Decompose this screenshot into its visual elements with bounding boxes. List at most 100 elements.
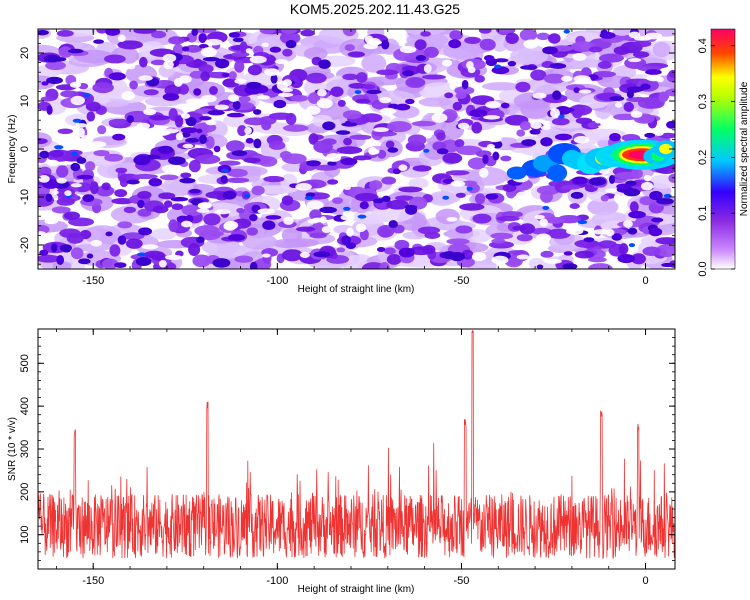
heatmap-cell: [221, 72, 230, 78]
heatmap-cell: [422, 244, 436, 255]
heatmap-cell: [379, 262, 390, 269]
heatmap-cell: [342, 29, 357, 37]
heatmap-cell: [645, 74, 662, 82]
heatmap-cell: [139, 56, 148, 68]
heatmap-cell: [163, 60, 174, 70]
heatmap-cell: [392, 168, 401, 175]
heatmap-cell: [149, 115, 171, 121]
heatmap-cell: [668, 69, 675, 78]
heatmap-cell: [270, 74, 278, 84]
heatmap-cell: [58, 46, 73, 58]
heatmap-cell: [261, 120, 272, 131]
heatmap-cell: [485, 101, 501, 109]
heatmap-cell: [198, 43, 209, 49]
heatmap-cell: [542, 205, 550, 210]
heatmap-cell: [381, 176, 397, 185]
heatmap-cell: [321, 138, 337, 146]
heatmap-cell: [510, 48, 537, 64]
heatmap-cell: [273, 99, 287, 109]
heatmap-cell: [177, 83, 189, 95]
heatmap-cell: [101, 258, 119, 269]
heatmap-cell: [105, 29, 121, 36]
heatmap-cell: [194, 154, 221, 165]
heatmap-cell: [253, 138, 262, 149]
heatmap-cell: [502, 183, 517, 192]
heatmap-cell: [626, 89, 634, 99]
heatmap-cell: [423, 46, 439, 58]
heatmap-cell: [282, 124, 309, 132]
heatmap-cell: [192, 254, 211, 268]
heatmap-cell: [395, 103, 411, 111]
heatmap-cell: [613, 263, 624, 268]
colorbar-ramp: [711, 29, 735, 269]
heatmap-cell: [398, 247, 415, 258]
heatmap-cell: [639, 196, 655, 206]
heatmap-cell: [528, 241, 540, 250]
heatmap-cell: [327, 161, 337, 166]
heatmap-cell: [421, 74, 446, 80]
heatmap-cell: [648, 227, 663, 237]
heatmap-cell: [546, 228, 572, 239]
heatmap-cell: [482, 154, 489, 165]
heatmap-cell: [405, 98, 415, 105]
heatmap-cell: [342, 110, 362, 120]
heatmap-cell: [243, 157, 261, 164]
heatmap-cell: [549, 62, 567, 69]
chart-title: KOM5.2025.202.11.43.G25: [289, 1, 461, 17]
heatmap-cell: [623, 101, 634, 112]
heatmap-cell: [281, 153, 307, 165]
heatmap-cell: [388, 220, 398, 229]
heatmap-cell: [466, 186, 473, 191]
heatmap-cell: [475, 150, 492, 158]
heatmap-cell: [209, 86, 218, 95]
heatmap-cell: [561, 75, 573, 82]
heatmap-cell: [348, 82, 367, 89]
heatmap-cell: [398, 186, 423, 193]
heatmap-cell: [398, 164, 408, 171]
heatmap-cell: [68, 217, 95, 227]
heatmap-cell: [261, 42, 270, 48]
heatmap-cell: [666, 120, 675, 129]
heatmap-cell: [70, 151, 78, 156]
heatmap-cell: [193, 58, 203, 68]
heatmap-cell: [303, 47, 328, 60]
heatmap-cell: [180, 127, 198, 134]
heatmap-cell: [632, 51, 650, 58]
heatmap-cell: [587, 263, 613, 269]
heatmap-cell: [531, 227, 552, 235]
heatmap-cell: [490, 232, 514, 240]
heatmap-cell: [92, 82, 114, 94]
heatmap-cell: [75, 123, 88, 128]
heatmap-cell: [519, 29, 538, 41]
heatmap-cell: [407, 134, 427, 146]
heatmap-cell: [627, 57, 642, 63]
heatmap-cell: [246, 227, 258, 236]
heatmap-cell: [152, 205, 169, 214]
heatmap-cell: [205, 119, 217, 126]
colorbar-tick-label: 0.2: [697, 150, 709, 165]
heatmap-cell: [188, 159, 201, 173]
heatmap-cell: [141, 244, 159, 250]
heatmap-y-axis-label: Frequency (Hz): [7, 115, 18, 184]
heatmap-cell: [536, 32, 550, 41]
heatmap-cell: [228, 32, 240, 38]
heatmap-cell: [249, 55, 267, 64]
heatmap-cell: [108, 72, 126, 81]
heatmap-cell: [452, 101, 463, 111]
heatmap-cell: [227, 168, 248, 178]
heatmap-cell: [114, 189, 128, 198]
colorbar-tick-label: 0.0: [697, 261, 709, 276]
heatmap-cell: [97, 125, 107, 135]
heatmap-cell: [644, 132, 656, 138]
heatmap-cell: [523, 39, 539, 49]
heatmap-cell: [117, 221, 133, 229]
heatmap-cell: [234, 78, 247, 84]
heatmap-cell: [77, 127, 85, 138]
heatmap-cell: [109, 244, 121, 257]
heatmap-cell: [414, 39, 427, 51]
heatmap-cell: [500, 155, 512, 162]
heatmap-cell: [70, 247, 84, 260]
heatmap-cell: [626, 86, 644, 93]
colorbar-tick-label: 0.4: [697, 38, 709, 53]
